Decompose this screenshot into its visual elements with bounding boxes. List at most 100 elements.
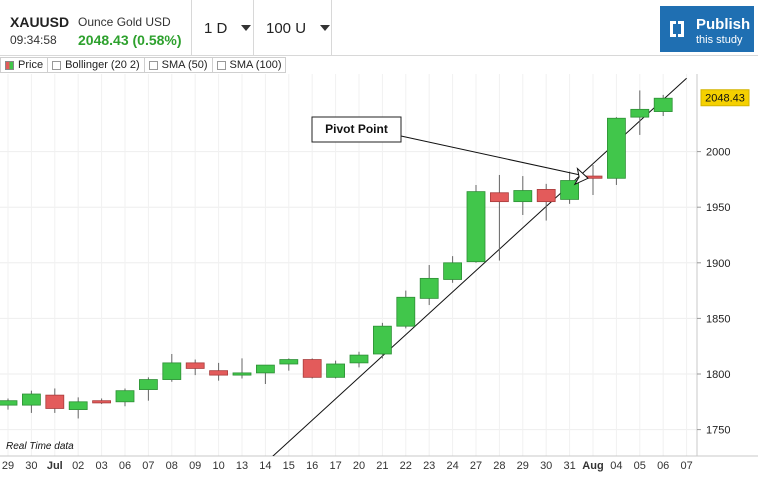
candle-body[interactable]: [466, 191, 486, 263]
last-price-marker: [700, 89, 750, 107]
x-tick-label: 23: [423, 460, 435, 472]
x-tick-label: 10: [212, 460, 224, 472]
checkbox-icon[interactable]: [52, 60, 62, 70]
candle-body[interactable]: [232, 372, 252, 376]
candle-body[interactable]: [209, 370, 229, 376]
y-tick-label: 1800: [706, 369, 730, 381]
x-tick-label: 04: [610, 460, 622, 472]
checkbox-icon[interactable]: [148, 60, 158, 70]
x-tick-label: 14: [259, 460, 271, 472]
candle-body[interactable]: [489, 192, 509, 203]
legend-label: Bollinger (20 2): [65, 59, 140, 71]
x-tick-label: Aug: [582, 460, 603, 472]
publish-subtitle: this study: [696, 34, 743, 46]
arrow-head-icon: [573, 167, 589, 186]
x-tick-label: 29: [517, 460, 529, 472]
x-tick-label: 30: [25, 460, 37, 472]
price-chart[interactable]: 29 30 Jul 02 03 06 07 08 09 10 13 14 15 16 17 20 21 22 23 2…: [0, 56, 758, 480]
x-tick-label: 07: [142, 460, 154, 472]
candle-body[interactable]: [396, 296, 416, 327]
x-tick-label: 03: [95, 460, 107, 472]
annotation-layer: Pivot Point: [311, 116, 589, 186]
candle-body[interactable]: [443, 262, 463, 280]
candle-body[interactable]: [255, 364, 275, 374]
y-tick-label: 1950: [706, 202, 730, 214]
candle-body[interactable]: [185, 362, 205, 369]
candle-body[interactable]: [349, 354, 369, 364]
checkbox-icon[interactable]: [216, 60, 226, 70]
x-tick-label: Jul: [47, 460, 63, 472]
candle-body[interactable]: [372, 325, 392, 355]
y-axis: 1750 1800 1850 1900 1950 2000 2048.43: [697, 89, 750, 437]
candle-body[interactable]: [21, 393, 41, 406]
candle-body[interactable]: [302, 359, 322, 378]
x-tick-label: 02: [72, 460, 84, 472]
candle-body[interactable]: [138, 379, 158, 390]
publish-title: Publish: [696, 16, 751, 33]
x-tick-label: 28: [493, 460, 505, 472]
interval-dropdown[interactable]: 1 D: [192, 0, 254, 56]
chevron-down-icon: [320, 25, 331, 31]
interval-value: 1 D: [204, 19, 228, 37]
last-price-label: 2048.43: [705, 93, 745, 105]
y-tick-label: 2000: [706, 147, 730, 159]
candle-body[interactable]: [68, 401, 88, 410]
x-tick-label: 31: [563, 460, 575, 472]
x-tick-label: 09: [189, 460, 201, 472]
x-tick-label: 05: [634, 460, 646, 472]
annotation-box[interactable]: [311, 116, 402, 143]
candle-body[interactable]: [0, 400, 18, 406]
annotation-text: Pivot Point: [325, 122, 388, 136]
price-swatch-icon: [5, 60, 14, 70]
legend-label: SMA (50): [161, 59, 208, 71]
candle-body[interactable]: [279, 359, 299, 365]
x-tick-label: 15: [283, 460, 295, 472]
x-tick-label: 21: [376, 460, 388, 472]
candle-body[interactable]: [45, 394, 65, 409]
toolbar: XAUUSD Ounce Gold USD 09:34:58 2048.43 (…: [0, 0, 758, 56]
legend-item-sma-100[interactable]: SMA (100): [212, 57, 287, 73]
candle-body[interactable]: [419, 277, 439, 299]
x-tick-label: 29: [2, 460, 14, 472]
x-tick-label: 20: [353, 460, 365, 472]
publish-button[interactable]: Publish this study: [660, 6, 754, 52]
legend-label: SMA (100): [229, 59, 282, 71]
candle-body[interactable]: [115, 390, 135, 403]
x-tick-label: 07: [680, 460, 692, 472]
candle-body[interactable]: [326, 363, 346, 378]
annotation-arrow-line: [400, 135, 587, 177]
candle-body[interactable]: [607, 117, 626, 179]
chevron-down-icon: [241, 25, 252, 31]
x-tick-label: 27: [470, 460, 482, 472]
x-axis: 29 30 Jul 02 03 06 07 08 09 10 13 14 15 16 17 20 21 22 23 2…: [2, 460, 693, 472]
y-tick-label: 1750: [706, 425, 730, 437]
x-tick-label: 16: [306, 460, 318, 472]
candle-body[interactable]: [92, 400, 111, 404]
x-tick-label: 30: [540, 460, 552, 472]
quote-time: 09:34:58: [10, 33, 57, 47]
x-tick-label: 22: [400, 460, 412, 472]
instrument-name: Ounce Gold USD: [78, 15, 171, 29]
x-tick-label: 13: [236, 460, 248, 472]
x-tick-label: 17: [329, 460, 341, 472]
y-tick-label: 1850: [706, 313, 730, 325]
legend-item-sma-50[interactable]: SMA (50): [144, 57, 213, 73]
candle-body[interactable]: [513, 190, 533, 203]
x-tick-label: 06: [657, 460, 669, 472]
candle-body[interactable]: [653, 97, 673, 112]
last-price-change: 2048.43 (0.58%): [78, 32, 182, 48]
ticker-info: XAUUSD Ounce Gold USD 09:34:58 2048.43 (…: [0, 0, 192, 56]
candle-body[interactable]: [162, 362, 182, 380]
candle-body[interactable]: [560, 180, 579, 200]
x-tick-label: 24: [446, 460, 458, 472]
legend-item-price[interactable]: Price: [0, 57, 49, 73]
symbol-label: XAUUSD: [10, 14, 70, 30]
x-tick-label: 06: [119, 460, 131, 472]
candle-body[interactable]: [536, 189, 556, 203]
legend-label: Price: [18, 59, 44, 71]
range-dropdown[interactable]: 100 U: [254, 0, 332, 56]
legend-item-bollinger[interactable]: Bollinger (20 2): [48, 57, 145, 73]
publish-icon: [670, 21, 684, 37]
indicator-legend: Price Bollinger (20 2) SMA (50) SMA (100…: [0, 57, 287, 73]
candle-body[interactable]: [630, 108, 650, 118]
